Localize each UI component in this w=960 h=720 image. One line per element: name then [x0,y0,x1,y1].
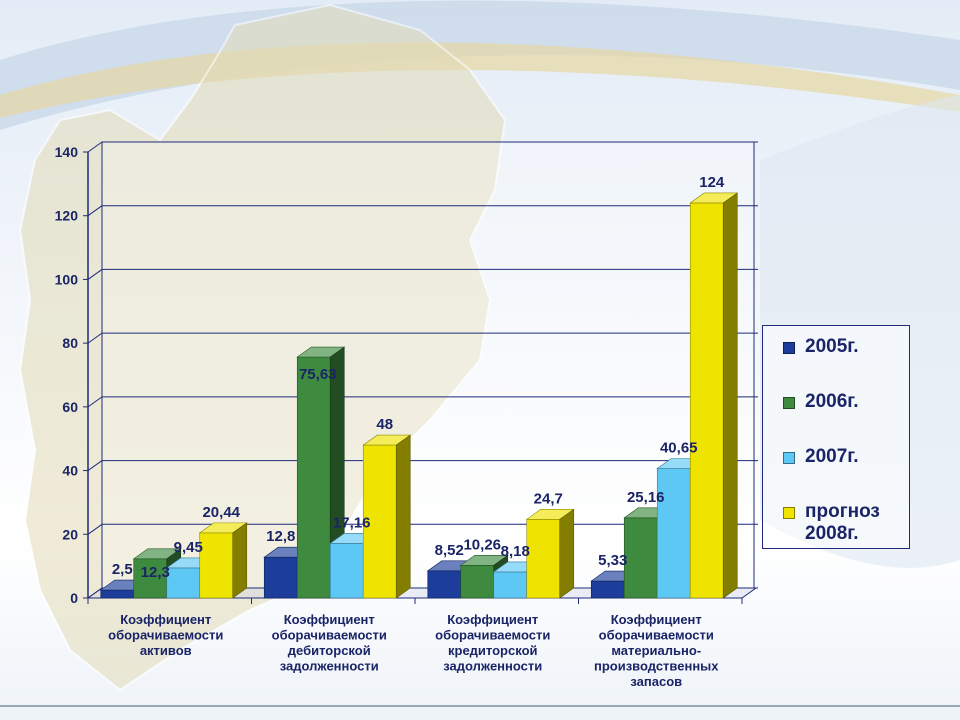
data-label: 75,63 [299,366,337,383]
y-tick-label: 20 [62,526,78,542]
bar-front [133,558,168,599]
y-tick-label: 0 [70,590,78,606]
bar-4-2 [362,434,412,599]
x-category-label: Коэффициент оборачиваемости активов [108,612,223,658]
legend-item-2006: 2006г. [783,391,901,413]
data-label: 2,5 [112,561,133,578]
bar-front [263,556,298,599]
x-category-label-line: задолженности [280,659,379,674]
gridline-side [87,460,103,471]
footer-divider [0,705,960,707]
legend-item-2007: 2007г. [783,446,901,468]
bar-front [199,532,234,599]
bar-4-4 [689,192,739,599]
legend-swatch-2005 [783,342,795,354]
gridline-side [87,205,103,217]
x-category-label-line: оборачиваемости [599,628,714,643]
labels-layer: 0 20 40 60 80 100 120 140 2,5 12,8 8,52 5,33 12,3 75,… [55,144,725,689]
y-tick-label: 40 [62,463,78,479]
data-label: 17,16 [333,514,371,531]
legend-swatch-2007 [783,452,795,464]
background-map-silhouette [18,3,507,692]
x-category-label-line: активов [140,643,192,658]
gridline-side [87,396,103,408]
data-label: 25,16 [627,489,665,506]
bar-front [427,570,462,599]
bar-front [526,519,561,599]
data-label: 124 [699,174,725,191]
bar-front [689,202,724,599]
bar-side [232,522,248,599]
gridline-side [87,141,103,153]
bar-front [166,567,201,599]
data-label: 12,8 [266,528,295,545]
bar-front [362,444,397,599]
legend-item-2008-forecast: прогноз 2008г. [783,501,901,545]
data-label: 8,52 [435,542,464,559]
x-category-label: Коэффициент оборачиваемости кредиторской за… [435,612,550,674]
bar-front [460,565,495,599]
x-category-label-line: кредиторской [448,643,538,658]
y-tick-label: 60 [62,399,78,415]
gridline-side [87,269,103,280]
legend: 2005г. 2006г. 2007г. прогноз 2008г. [762,325,910,549]
bar-4-1 [198,522,248,599]
y-tick-label: 80 [62,335,78,351]
bar-front [100,589,135,599]
bar-front [590,580,625,599]
legend-label-2006: 2006г. [805,391,859,412]
data-label: 48 [376,416,393,433]
y-tick-label: 140 [55,144,79,160]
bar-side [722,192,738,599]
legend-swatch-2006 [783,397,795,409]
x-category-label-line: оборачиваемости [108,628,223,643]
x-category-label: Коэффициент оборачиваемости дебиторской зад… [272,612,387,674]
legend-swatch-2008-forecast [783,507,795,519]
y-tick-label: 100 [55,271,79,287]
legend-label-2005: 2005г. [805,336,859,357]
bar-4-3 [525,508,575,599]
legend-item-2005: 2005г. [783,336,901,358]
bar-front [623,517,658,599]
bar-2-2 [296,346,346,599]
data-label: 12,3 [141,564,170,581]
data-label: 20,44 [202,504,240,521]
y-tick-label: 120 [55,208,79,224]
bar-front [329,543,364,599]
x-category-label: Коэффициент оборачиваемости материально-пр… [594,612,719,689]
x-category-label-line: оборачиваемости [272,628,387,643]
data-label: 40,65 [660,440,698,457]
data-label: 5,33 [598,552,627,569]
x-category-label-line: запасов [630,674,682,689]
bar-front [296,356,331,599]
x-category-label-line: производственных [594,659,719,674]
data-label: 24,7 [534,490,563,507]
x-category-label-line: оборачиваемости [435,628,550,643]
data-label: 9,45 [174,539,203,556]
legend-label-2008-forecast: прогноз 2008г. [805,501,880,544]
bars-layer [99,192,739,599]
x-category-label-line: Коэффициент [611,612,702,627]
bar-side [395,434,411,599]
data-label: 10,26 [463,536,501,553]
x-category-label-line: Коэффициент [120,612,211,627]
bar-front [493,571,528,599]
x-category-label-line: задолженности [443,659,542,674]
x-category-label-line: Коэффициент [447,612,538,627]
legend-label-2007: 2007г. [805,446,859,467]
bar-side [559,508,575,599]
gridline-side [87,332,103,344]
x-category-label-line: Коэффициент [284,612,375,627]
x-category-label-line: дебиторской [288,643,371,658]
gridline-side [87,523,103,535]
x-category-label-line: материально- [611,643,701,658]
data-label: 8,18 [501,543,530,560]
